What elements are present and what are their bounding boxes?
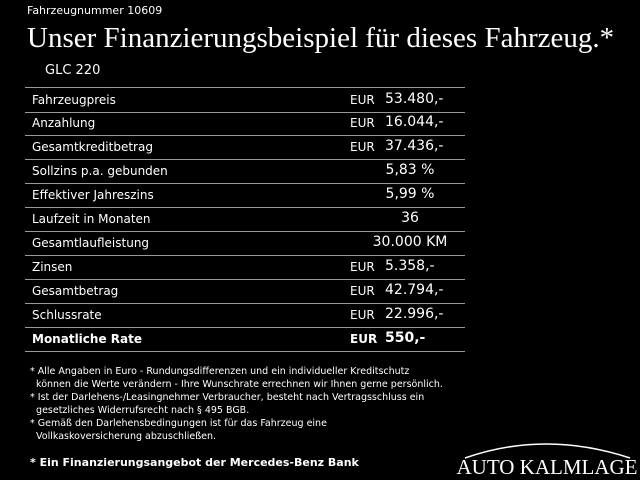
footnote-line: Vollkaskoversicherung abzuschließen.: [30, 431, 217, 442]
row-currency: EUR: [350, 116, 375, 130]
row-label: Fahrzeugpreis: [32, 93, 116, 107]
title: Unser Finanzierungsbeispiel für dieses F…: [27, 22, 615, 54]
row-currency: EUR: [350, 260, 375, 274]
row-value: 550,-: [385, 330, 426, 346]
row-currency: EUR: [350, 308, 375, 322]
row-label: Monatliche Rate: [32, 332, 142, 346]
footnotes: * Alle Angaben in Euro - Rundungsdiffere…: [30, 365, 443, 443]
table-row: Laufzeit in Monaten 36: [25, 207, 465, 232]
row-currency: EUR: [350, 93, 375, 107]
row-value: 30.000 KM: [372, 234, 448, 250]
table-row: Gesamtlaufleistung 30.000 KM: [25, 231, 465, 256]
row-label: Effektiver Jahreszins: [32, 188, 154, 202]
table-row: Schlussrate EUR 22.996,-: [25, 303, 465, 328]
row-value: 22.996,-: [385, 306, 444, 322]
row-value: 42.794,-: [385, 282, 444, 298]
row-value: 36: [401, 210, 419, 226]
row-value: 5,83 %: [385, 162, 435, 178]
table-row: Effektiver Jahreszins 5,99 %: [25, 183, 465, 208]
logo-arc: [464, 443, 631, 459]
bank-note: * Ein Finanzierungsangebot der Mercedes-…: [30, 456, 359, 469]
row-label: Zinsen: [32, 260, 73, 274]
row-label: Sollzins p.a. gebunden: [32, 164, 168, 178]
row-value: 53.480,-: [385, 91, 444, 107]
row-currency: EUR: [350, 284, 375, 298]
row-currency: EUR: [350, 140, 375, 154]
table-row: Sollzins p.a. gebunden 5,83 %: [25, 159, 465, 184]
model: GLC 220: [45, 63, 101, 78]
footnote-line: * Alle Angaben in Euro - Rundungsdiffere…: [30, 366, 410, 377]
table-row: Anzahlung EUR 16.044,-: [25, 111, 465, 136]
footnote-line: * Ist der Darlehens-/Leasingnehmer Verbr…: [30, 392, 425, 403]
vehicle-number: Fahrzeugnummer 10609: [27, 4, 163, 17]
table-row: Gesamtbetrag EUR 42.794,-: [25, 279, 465, 304]
table-row: Zinsen EUR 5.358,-: [25, 255, 465, 280]
row-value: 5,99 %: [385, 186, 435, 202]
logo: AUTO KALMLAGE: [456, 443, 638, 479]
logo-text: AUTO KALMLAGE: [456, 455, 637, 479]
row-currency: EUR: [350, 332, 378, 346]
row-value: 37.436,-: [385, 138, 444, 154]
row-label: Gesamtkreditbetrag: [32, 140, 153, 154]
row-value: 5.358,-: [385, 258, 435, 274]
row-label: Schlussrate: [32, 308, 102, 322]
row-label: Anzahlung: [32, 116, 96, 130]
footnote-line: * Gemäß den Darlehensbedingungen ist für…: [30, 418, 327, 429]
row-value: 16.044,-: [385, 114, 444, 130]
table-row: Fahrzeugpreis EUR 53.480,-: [25, 87, 465, 113]
row-label: Gesamtbetrag: [32, 284, 119, 298]
footnote-line: gesetzliches Widerrufsrecht nach § 495 B…: [30, 405, 250, 416]
row-label: Laufzeit in Monaten: [32, 212, 151, 226]
table-row: Monatliche Rate EUR 550,-: [25, 327, 465, 352]
footnote-line: können die Werte verändern - Ihre Wunsch…: [30, 379, 443, 390]
table-row: Gesamtkreditbetrag EUR 37.436,-: [25, 135, 465, 160]
row-label: Gesamtlaufleistung: [32, 236, 150, 250]
